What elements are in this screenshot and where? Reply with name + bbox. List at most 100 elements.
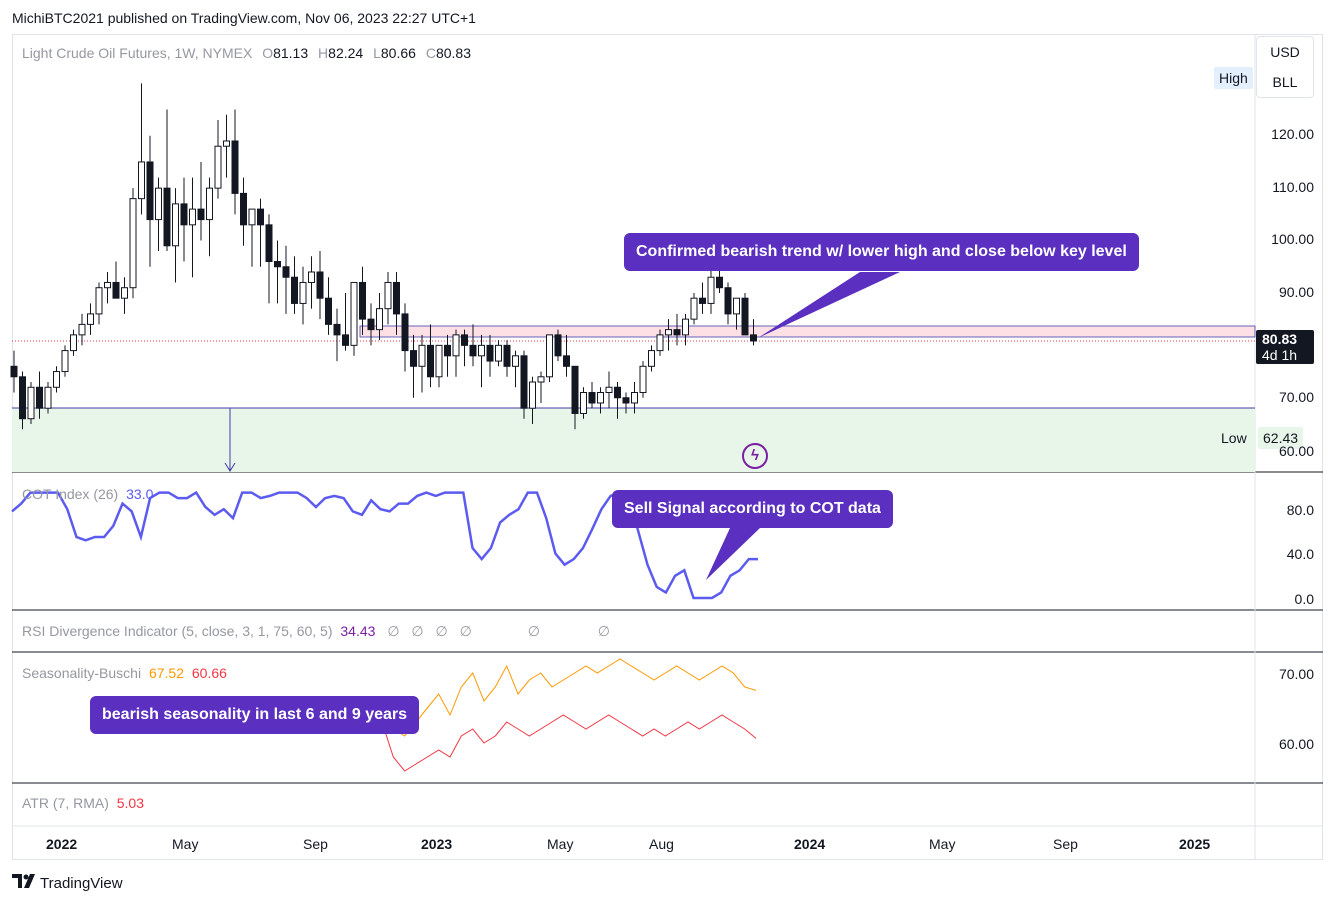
candle-body (163, 187, 171, 247)
high-value: 82.24 (328, 45, 364, 61)
cot-tick-40: 40.0 (1286, 546, 1314, 562)
season-tick-60: 60.00 (1278, 736, 1314, 752)
atr-value: 5.03 (116, 795, 144, 811)
candle-body (512, 355, 519, 367)
cot-tick-80: 80.0 (1286, 502, 1314, 518)
rsi-marker-2: ∅ (411, 623, 424, 639)
candle-body (495, 344, 502, 362)
candle-body (716, 276, 723, 289)
currency-selector[interactable]: USD BLL (1256, 36, 1314, 98)
candle-body (401, 313, 409, 352)
low-value-tag: 62.43 (1258, 427, 1304, 449)
candle-body (452, 334, 460, 357)
time-tick-sep-22: Sep (303, 836, 328, 852)
time-tick-may-22: May (172, 836, 199, 852)
candle-body (682, 318, 689, 336)
candle-body (10, 365, 18, 378)
candle-body (427, 344, 434, 378)
symbol-label: Light Crude Oil Futures, 1W, NYMEX (22, 45, 253, 61)
currency-usd: USD (1270, 44, 1300, 60)
candle-body (529, 381, 536, 409)
candle-body (112, 281, 120, 299)
candle-body (614, 386, 621, 399)
cot-value: 33.0 (126, 486, 154, 502)
candle-body (282, 266, 290, 278)
rsi-marker-1: ∅ (387, 623, 400, 639)
seasonality-line-2 (381, 714, 757, 772)
time-tick-aug-23: Aug (649, 836, 674, 852)
candle-body (478, 344, 485, 357)
low-value: 80.66 (380, 45, 416, 61)
rsi-marker-4: ∅ (459, 623, 472, 639)
candle-body (61, 350, 69, 373)
rsi-legend: RSI Divergence Indicator (5, close, 3, 1… (22, 623, 610, 640)
published-info: MichiBTC2021 published on TradingView.co… (12, 10, 476, 26)
candle-body (631, 392, 638, 404)
candle-body (155, 187, 162, 221)
price-tick-110: 110.00 (1272, 179, 1314, 195)
rsi-marker-5: ∅ (527, 623, 540, 639)
candle-body (563, 355, 570, 367)
callout-bearish-trend: Confirmed bearish trend w/ lower high an… (624, 233, 1139, 271)
lightning-icon[interactable]: ϟ (742, 443, 768, 469)
candle-body (121, 287, 128, 299)
candle-body (665, 329, 672, 336)
candles-group (10, 83, 757, 430)
candle-body (342, 334, 349, 346)
candle-body (656, 334, 664, 352)
footer-brand: TradingView (40, 875, 123, 892)
candle-body (750, 334, 757, 342)
time-tick-may-23: May (547, 836, 574, 852)
candle-body (257, 208, 264, 226)
cot-tick-0: 0.0 (1294, 591, 1314, 607)
season-name: Seasonality-Buschi (22, 665, 142, 681)
rsi-marker-3: ∅ (435, 623, 448, 639)
time-tick-2025: 2025 (1179, 836, 1211, 852)
callout-seasonality: bearish seasonality in last 6 and 9 year… (90, 696, 420, 734)
footer: TradingView (12, 874, 123, 893)
candle-body (546, 334, 553, 378)
callout-cot-sell: Sell Signal according to COT data (612, 490, 893, 528)
candle-body (469, 344, 477, 357)
season-legend: Seasonality-Buschi 67.52 60.66 (22, 665, 227, 681)
candle-body (486, 344, 494, 362)
time-tick-sep-24: Sep (1053, 836, 1078, 852)
callout-pointer-cot (706, 528, 760, 580)
candle-body (376, 308, 383, 331)
candle-body (223, 140, 230, 147)
candle-body (53, 371, 60, 388)
candle-body (78, 323, 86, 336)
rsi-value: 34.43 (340, 623, 376, 639)
candle-body (308, 271, 315, 283)
candle-body (673, 329, 681, 336)
season-value-2: 60.66 (191, 665, 227, 681)
low-zone (12, 408, 1255, 472)
candle-body (435, 344, 443, 378)
candle-body (707, 276, 715, 304)
candle-body (70, 334, 77, 352)
candle-body (248, 208, 256, 226)
candle-body (724, 287, 732, 315)
candle-body (316, 271, 324, 299)
candle-body (274, 261, 281, 268)
main-legend: Light Crude Oil Futures, 1W, NYMEX O81.1… (22, 45, 471, 61)
candle-body (231, 140, 239, 194)
tradingview-logo-icon (12, 874, 36, 893)
candle-body (359, 281, 366, 320)
candle-body (605, 386, 613, 394)
candle-body (699, 297, 706, 304)
candle-body (265, 224, 273, 263)
last-price-tag: 80.83 4d 1h (1256, 330, 1314, 364)
candle-body (537, 376, 545, 383)
candle-body (639, 365, 647, 394)
high-tag: High (1214, 67, 1253, 89)
price-tick-100: 100.00 (1271, 231, 1314, 247)
candle-body (690, 297, 698, 320)
candle-body (214, 145, 222, 189)
time-tick-2024: 2024 (794, 836, 826, 852)
candle-body (206, 187, 213, 221)
candle-body (580, 392, 587, 414)
candle-body (95, 287, 103, 315)
candle-body (733, 297, 740, 315)
